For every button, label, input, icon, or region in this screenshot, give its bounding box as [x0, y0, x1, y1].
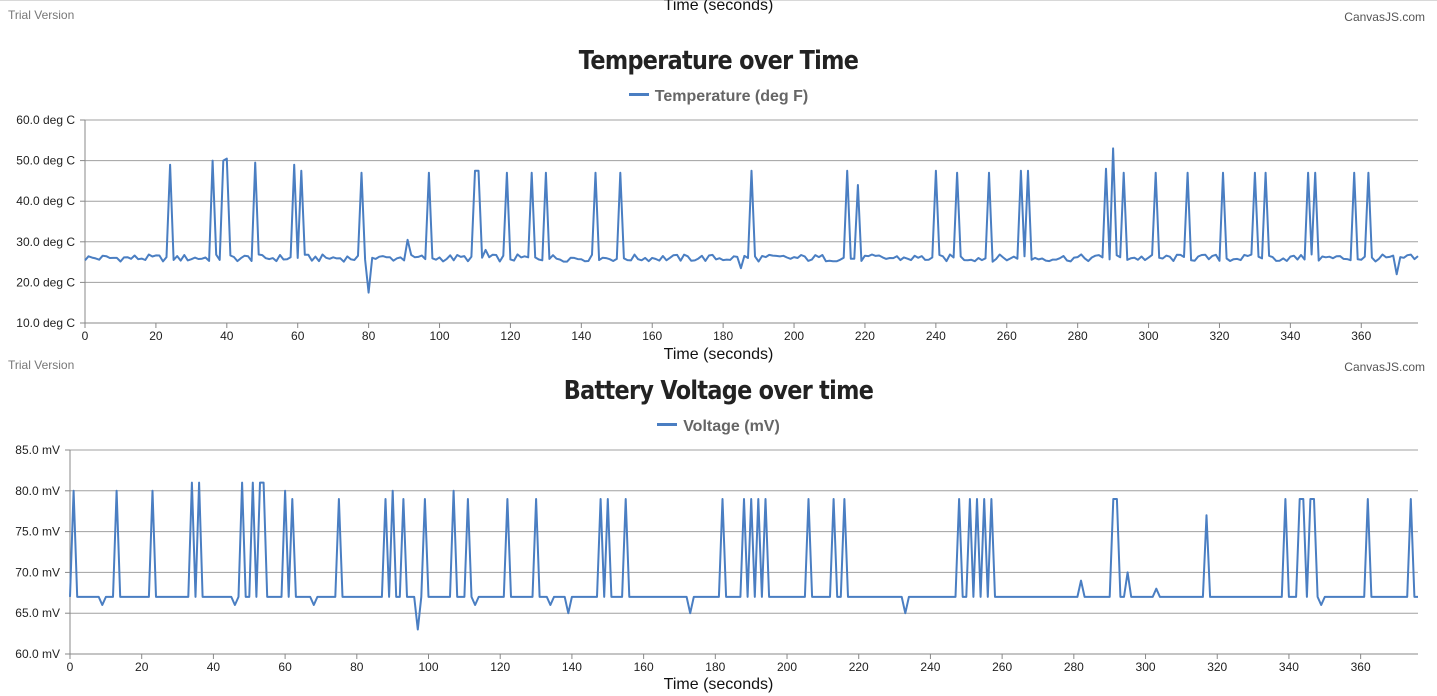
temperature-y-tick-label: 50.0 deg C [16, 154, 75, 168]
temperature-x-tick-label: 140 [571, 329, 591, 343]
temperature-x-axis-label: Time (seconds) [663, 346, 774, 363]
temperature-x-tick-label: 160 [642, 329, 662, 343]
voltage-x-tick-label: 360 [1351, 660, 1371, 674]
voltage-legend[interactable]: Voltage (mV) [0, 418, 1437, 436]
temperature-y-tick-label: 40.0 deg C [16, 194, 75, 208]
voltage-legend-swatch [657, 423, 678, 427]
temperature-legend-label: Temperature (deg F) [654, 88, 809, 105]
temperature-y-tick-label: 10.0 deg C [16, 316, 75, 330]
voltage-x-tick-label: 240 [920, 660, 940, 674]
voltage-x-tick-label: 260 [992, 660, 1012, 674]
voltage-x-tick-label: 300 [1136, 660, 1156, 674]
voltage-x-tick-label: 60 [278, 660, 292, 674]
voltage-y-tick-label: 70.0 mV [15, 565, 60, 579]
voltage-y-tick-label: 65.0 mV [15, 606, 60, 620]
voltage-series-line[interactable] [69, 481, 1418, 631]
voltage-x-tick-label: 220 [849, 660, 869, 674]
temperature-x-tick-label: 40 [220, 329, 234, 343]
temperature-y-tick-label: 30.0 deg C [16, 235, 75, 249]
temperature-x-tick-label: 360 [1351, 329, 1371, 343]
trial-version-label: Trial Version [8, 358, 75, 372]
temperature-x-tick-label: 320 [1209, 329, 1229, 343]
voltage-x-tick-label: 320 [1207, 660, 1227, 674]
temperature-x-tick-label: 300 [1139, 329, 1159, 343]
voltage-y-tick-label: 75.0 mV [15, 525, 60, 539]
temperature-x-tick-label: 100 [430, 329, 450, 343]
voltage-y-tick-label: 60.0 mV [15, 647, 60, 661]
temperature-chart-panel: Trial Version CanvasJS.com Temperature o… [0, 8, 1437, 363]
temperature-x-tick-label: 120 [500, 329, 520, 343]
voltage-x-tick-label: 340 [1279, 660, 1299, 674]
temperature-line-chart: 10.0 deg C 20.0 deg C 30.0 deg C 40.0 deg C… [16, 113, 1419, 343]
voltage-legend-label: Voltage (mV) [683, 418, 780, 435]
temperature-x-tick-label: 60 [291, 329, 305, 343]
voltage-x-tick-label: 160 [634, 660, 654, 674]
canvasjs-credit-link[interactable]: CanvasJS.com [1344, 360, 1425, 374]
temperature-x-tick-label: 220 [855, 329, 875, 343]
voltage-chart-panel: Trial Version CanvasJS.com Battery Volta… [0, 358, 1437, 696]
voltage-chart-title: Battery Voltage over time [563, 376, 874, 406]
temperature-x-tick-label: 0 [82, 329, 89, 343]
voltage-x-tick-label: 200 [777, 660, 797, 674]
voltage-y-tick-label: 80.0 mV [15, 484, 60, 498]
voltage-y-tick-label: 85.0 mV [15, 443, 60, 457]
voltage-x-tick-label: 40 [207, 660, 221, 674]
voltage-x-tick-label: 20 [135, 660, 149, 674]
voltage-x-tick-label: 120 [490, 660, 510, 674]
temperature-chart-title: Temperature over Time [578, 46, 859, 76]
temperature-legend-swatch [628, 93, 649, 97]
canvasjs-credit-link[interactable]: CanvasJS.com [1344, 10, 1425, 24]
temperature-x-tick-label: 180 [713, 329, 733, 343]
voltage-x-tick-label: 100 [418, 660, 438, 674]
temperature-series-line[interactable] [84, 147, 1419, 294]
temperature-x-tick-label: 240 [926, 329, 946, 343]
temperature-legend[interactable]: Temperature (deg F) [0, 88, 1437, 106]
top-divider [0, 0, 1437, 1]
voltage-x-tick-label: 280 [1064, 660, 1084, 674]
temperature-x-tick-label: 80 [362, 329, 376, 343]
voltage-x-tick-label: 180 [705, 660, 725, 674]
trial-version-label: Trial Version [8, 8, 75, 22]
top-x-axis-label: Time (seconds) [663, 0, 774, 14]
voltage-x-tick-label: 80 [350, 660, 364, 674]
voltage-x-tick-label: 0 [67, 660, 74, 674]
temperature-y-tick-label: 60.0 deg C [16, 113, 75, 127]
temperature-x-tick-label: 20 [149, 329, 163, 343]
temperature-x-tick-label: 260 [997, 329, 1017, 343]
voltage-x-axis-label: Time (seconds) [663, 676, 774, 693]
temperature-x-tick-label: 280 [1068, 329, 1088, 343]
voltage-x-tick-label: 140 [562, 660, 582, 674]
temperature-x-tick-label: 340 [1280, 329, 1300, 343]
temperature-x-tick-label: 200 [784, 329, 804, 343]
voltage-line-chart: 60.0 mV 65.0 mV 70.0 mV 75.0 mV 80.0 mV 85.0 … [15, 443, 1418, 674]
temperature-y-tick-label: 20.0 deg C [16, 275, 75, 289]
